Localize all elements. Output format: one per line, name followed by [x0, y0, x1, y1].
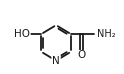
Text: N: N — [52, 56, 60, 66]
Text: O: O — [77, 50, 85, 61]
Text: NH₂: NH₂ — [97, 29, 115, 39]
Text: HO: HO — [14, 29, 30, 39]
